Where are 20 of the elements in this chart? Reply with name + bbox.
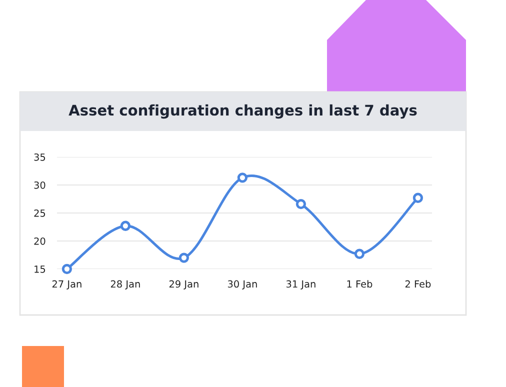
y-tick-label: 30 [34, 181, 46, 189]
point [62, 264, 72, 274]
point [120, 220, 131, 231]
y-tick-label: 20 [34, 237, 46, 245]
point [296, 198, 306, 210]
x-tick-label: 29 Jan [169, 280, 198, 290]
point [354, 248, 365, 259]
y-tick-label: 25 [34, 209, 46, 217]
point [412, 192, 424, 203]
x-tick-label: 2 Feb [405, 280, 431, 288]
x-tick-label: 28 Jan [110, 280, 140, 290]
point [237, 172, 248, 183]
y-tick-label: 15 [34, 266, 46, 273]
x-tick-label: 31 Jan [286, 280, 316, 290]
chart-title: Asset configuration changes in last 7 days [68, 104, 417, 119]
x-tick-label: 30 Jan [228, 280, 257, 290]
x-tick-label: 27 Jan [52, 280, 82, 290]
y-tick-label: 35 [34, 153, 46, 161]
point [178, 252, 190, 263]
x-tick-label: 1 Feb [347, 280, 372, 288]
